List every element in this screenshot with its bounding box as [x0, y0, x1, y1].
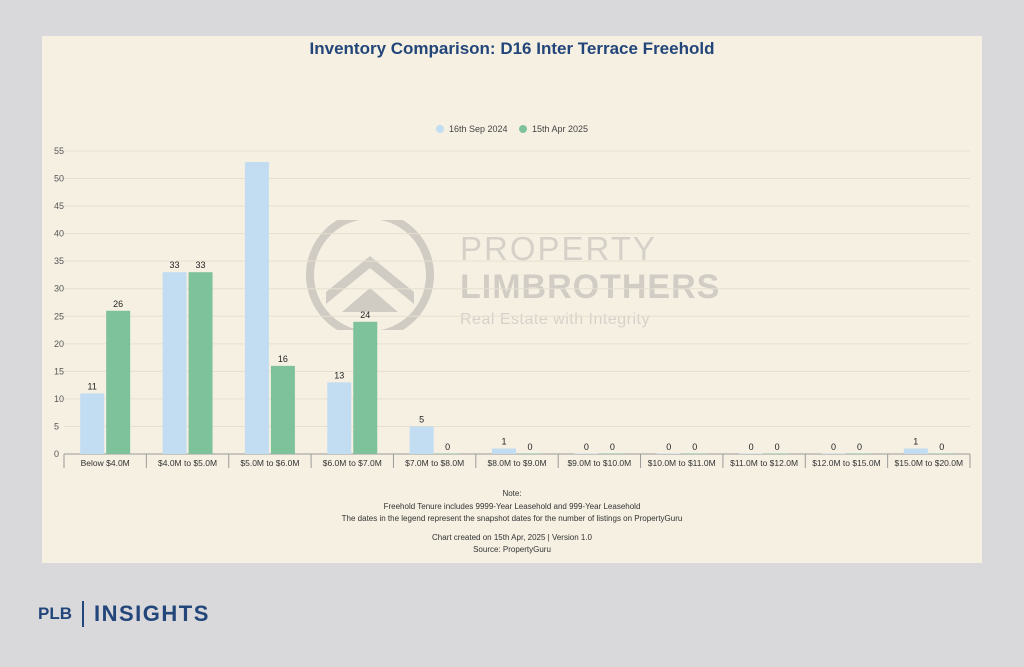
x-tick-label: $4.0M to $5.0M: [158, 458, 217, 468]
bar-sep-2024: [244, 162, 269, 454]
x-tick-label: $5.0M to $6.0M: [240, 458, 299, 468]
y-tick-label: 45: [54, 201, 64, 211]
chart-title: Inventory Comparison: D16 Inter Terrace …: [309, 39, 715, 58]
y-tick-label: 15: [54, 366, 64, 376]
note-heading: Note:: [502, 489, 522, 498]
brand-divider: [82, 601, 84, 627]
bar-apr-2025: [435, 453, 460, 454]
y-tick-label: 50: [54, 174, 64, 184]
bar-apr-2025: [765, 453, 790, 454]
y-tick-label: 20: [54, 339, 64, 349]
note-line-tenure: Freehold Tenure includes 9999-Year Lease…: [383, 501, 641, 511]
x-tick-label: $12.0M to $15.0M: [812, 458, 881, 468]
bar-apr-2025: [929, 453, 954, 454]
bar-sep-2024: [327, 382, 352, 454]
bar-sep-2024: [821, 453, 846, 454]
plb-house-logo-icon: [306, 220, 434, 330]
y-tick-label: 10: [54, 394, 64, 404]
watermark-tagline: Real Estate with Integrity: [460, 311, 650, 328]
x-tick-label: $8.0M to $9.0M: [487, 458, 546, 468]
legend-label: 16th Sep 2024: [449, 124, 508, 134]
bar-apr-2025: [518, 453, 542, 454]
data-label: 5: [419, 414, 424, 424]
bar-apr-2025: [682, 453, 707, 454]
data-label: 13: [334, 370, 344, 380]
chart-created: Chart created on 15th Apr, 2025 | Versio…: [432, 532, 592, 542]
bar-sep-2024: [739, 453, 764, 454]
x-tick-label: $11.0M to $12.0M: [730, 458, 798, 468]
chart-card: Inventory Comparison: D16 Inter Terrace …: [42, 36, 982, 563]
bar-sep-2024: [656, 453, 681, 454]
y-tick-label: 0: [54, 449, 59, 459]
data-label: 0: [857, 442, 862, 452]
bar-sep-2024: [80, 393, 105, 454]
data-label: 16: [278, 354, 288, 364]
data-label: 33: [170, 260, 180, 270]
y-tick-label: 40: [54, 229, 64, 239]
bar-sep-2024: [903, 448, 928, 454]
y-tick-label: 30: [54, 284, 64, 294]
data-label: 26: [113, 299, 123, 309]
note-line-dates: The dates in the legend represent the sn…: [341, 514, 683, 523]
data-label: 0: [939, 442, 944, 452]
bar-sep-2024: [409, 426, 434, 454]
bar-apr-2025: [188, 272, 213, 454]
bar-apr-2025: [270, 365, 295, 454]
data-label: 24: [360, 310, 370, 320]
data-label: 1: [501, 436, 506, 446]
data-label: 0: [692, 442, 697, 452]
y-tick-label: 55: [54, 146, 64, 156]
bar-sep-2024: [574, 453, 599, 454]
data-label: 0: [749, 442, 754, 452]
data-label: 0: [584, 442, 589, 452]
bar-apr-2025: [353, 321, 378, 454]
x-tick-label: $15.0M to $20.0M: [895, 458, 964, 468]
brand-insights: INSIGHTS: [94, 601, 210, 626]
y-tick-label: 5: [54, 421, 59, 431]
bar-sep-2024: [162, 272, 187, 454]
data-label: 0: [527, 442, 532, 452]
brand-footer: PLB INSIGHTS: [38, 600, 210, 628]
bar-apr-2025: [106, 310, 131, 454]
brand-plb: PLB: [38, 604, 72, 623]
bar-sep-2024: [492, 448, 516, 454]
data-label: 11: [88, 381, 97, 391]
x-tick-label: $6.0M to $7.0M: [323, 458, 382, 468]
x-tick-label: Below $4.0M: [81, 458, 130, 468]
x-tick-label: $9.0M to $10.0M: [567, 458, 631, 468]
chart-source: Source: PropertyGuru: [473, 545, 551, 554]
data-label: 33: [196, 260, 206, 270]
bar-apr-2025: [847, 453, 872, 454]
data-label: 0: [666, 442, 671, 452]
legend-marker: [436, 125, 444, 133]
data-label: 0: [831, 442, 836, 452]
x-tick-label: $7.0M to $8.0M: [405, 458, 464, 468]
y-tick-label: 25: [54, 311, 64, 321]
bar-apr-2025: [600, 453, 625, 454]
data-label: 0: [775, 442, 780, 452]
data-label: 0: [445, 442, 450, 452]
x-tick-label: $10.0M to $11.0M: [648, 458, 716, 468]
y-tick-label: 35: [54, 256, 64, 266]
legend-label: 15th Apr 2025: [532, 124, 588, 134]
data-label: 1: [913, 436, 918, 446]
chart-notes: Note: Freehold Tenure includes 9999-Year…: [42, 488, 982, 557]
data-label: 0: [610, 442, 615, 452]
watermark-line2: LIMBROTHERS: [460, 268, 721, 306]
legend-marker: [519, 125, 527, 133]
